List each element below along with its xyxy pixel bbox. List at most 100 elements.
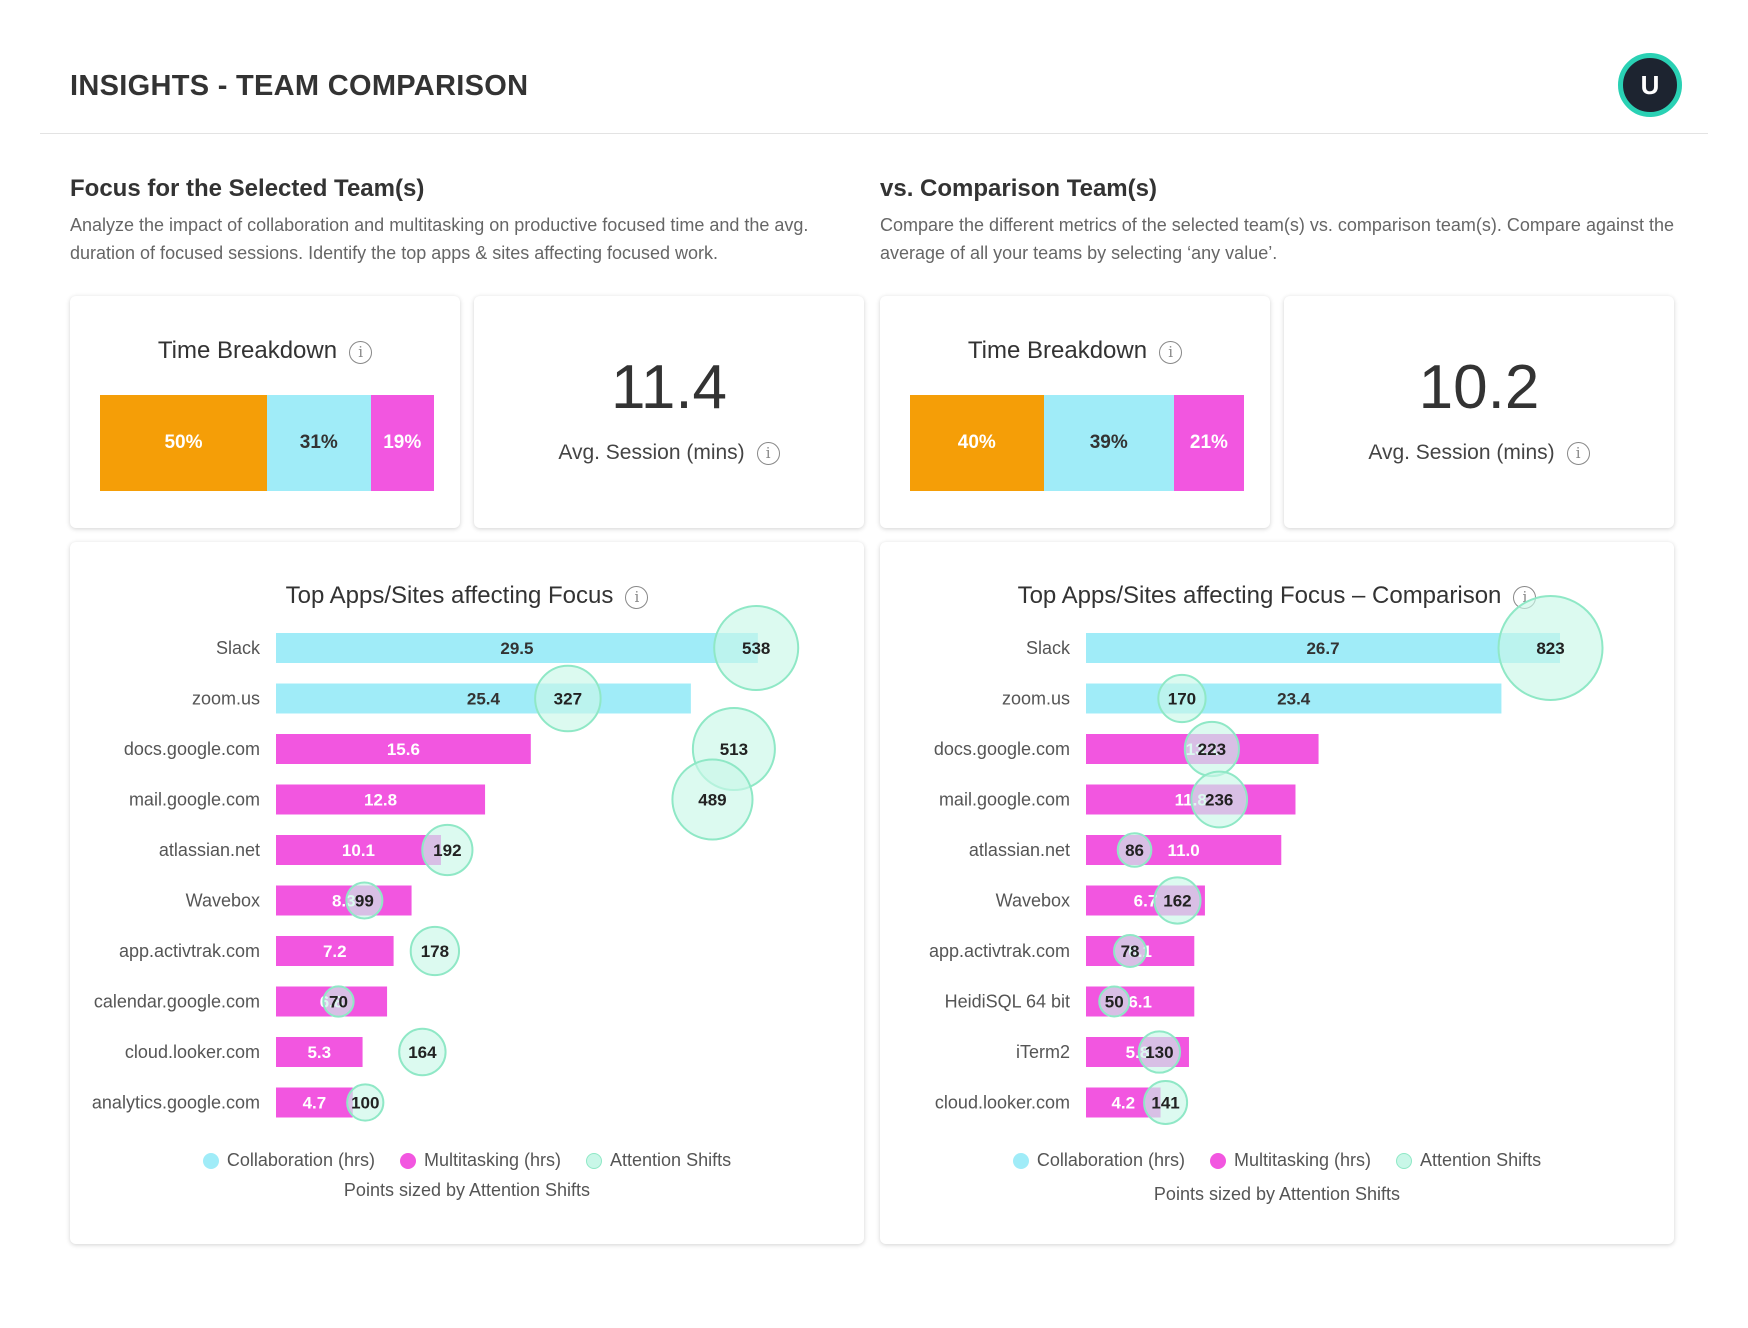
- multitasking-bar[interactable]: [276, 1087, 353, 1118]
- attention-shift-bubble[interactable]: [1153, 876, 1202, 925]
- info-icon[interactable]: i: [625, 586, 649, 609]
- bar-value-label: 10.1: [342, 841, 375, 860]
- attention-shift-label: 141: [1151, 1094, 1179, 1113]
- attention-shift-bubble[interactable]: [534, 664, 602, 733]
- user-avatar[interactable]: U: [1618, 53, 1682, 117]
- info-icon[interactable]: i: [756, 442, 780, 465]
- attention-shift-label: 100: [351, 1094, 379, 1113]
- page-header: INSIGHTS - TEAM COMPARISON U: [40, 0, 1708, 134]
- time-segment-1[interactable]: 40%: [910, 395, 1044, 491]
- category-label: docs.google.com: [124, 739, 260, 759]
- collaboration-bar[interactable]: [276, 683, 691, 714]
- category-label: cloud.looker.com: [935, 1093, 1070, 1113]
- bar-value-label: 25.4: [467, 690, 501, 709]
- multitasking-bar[interactable]: [276, 734, 531, 764]
- attention-shift-bubble[interactable]: [1116, 832, 1153, 868]
- attention-shift-label: 78: [1121, 942, 1140, 961]
- time-breakdown-card-left: Time Breakdown i 50% 31% 19%: [70, 296, 460, 528]
- attention-shift-bubble[interactable]: [421, 823, 474, 877]
- category-label: docs.google.com: [934, 739, 1070, 759]
- bar-value-label: 4.2: [1111, 1094, 1135, 1113]
- attention-shift-bubble[interactable]: [346, 1083, 385, 1122]
- time-segment-3[interactable]: 19%: [370, 395, 434, 491]
- time-segment-2[interactable]: 39%: [1043, 395, 1174, 491]
- info-icon[interactable]: i: [1566, 442, 1590, 465]
- time-breakdown-title: Time Breakdown i: [880, 337, 1270, 365]
- legend-multitasking[interactable]: Multitasking (hrs): [1209, 1150, 1371, 1171]
- attention-shift-label: 162: [1163, 892, 1191, 911]
- avg-session-card-left: 11.4 Avg. Session (mins) i: [474, 296, 864, 528]
- multitasking-bar[interactable]: [276, 936, 394, 966]
- multitasking-bar[interactable]: [276, 784, 486, 815]
- attention-shift-label: 192: [433, 841, 461, 860]
- avg-session-label: Avg. Session (mins) i: [1284, 441, 1674, 465]
- category-label: Slack: [216, 638, 261, 658]
- multitasking-bar[interactable]: [276, 1037, 363, 1067]
- category-label: Slack: [1026, 638, 1071, 658]
- bar-value-label: 29.5: [500, 639, 533, 658]
- attention-shift-label: 130: [1145, 1043, 1173, 1062]
- category-label: zoom.us: [192, 689, 260, 709]
- attention-shift-bubble[interactable]: [398, 1027, 447, 1077]
- attention-shift-bubble[interactable]: [1190, 770, 1249, 829]
- attention-shift-bubble[interactable]: [1497, 595, 1604, 701]
- info-icon[interactable]: i: [1159, 341, 1183, 364]
- bar-value-label: 6.1: [1128, 993, 1152, 1012]
- attention-shift-bubble[interactable]: [1113, 933, 1148, 969]
- attention-shift-bubble[interactable]: [1143, 1079, 1189, 1126]
- top-apps-chart-card-left: Top Apps/Sites affecting Focus i Slack 29.…: [70, 542, 864, 1244]
- time-segment-3[interactable]: 21%: [1173, 395, 1244, 491]
- category-label: cloud.looker.com: [125, 1042, 260, 1062]
- chart-legend: Collaboration (hrs) Multitasking (hrs) A…: [880, 1150, 1674, 1174]
- page-title: INSIGHTS - TEAM COMPARISON: [70, 70, 529, 102]
- attention-shift-bubble[interactable]: [345, 881, 384, 920]
- time-breakdown-card-right: Time Breakdown i 40% 39% 21%: [880, 296, 1270, 528]
- attention-shift-bubble[interactable]: [1137, 1030, 1182, 1074]
- category-label: analytics.google.com: [92, 1093, 260, 1113]
- bar-value-label: 5.3: [307, 1043, 331, 1062]
- info-icon[interactable]: i: [349, 341, 373, 364]
- avg-session-card-right: 10.2 Avg. Session (mins) i: [1284, 296, 1674, 528]
- attention-shift-label: 99: [355, 892, 374, 911]
- attention-shift-label: 236: [1205, 791, 1233, 810]
- time-segment-1[interactable]: 50%: [100, 395, 267, 491]
- attention-shift-label: 513: [720, 740, 748, 759]
- avg-session-value: 10.2: [1418, 353, 1540, 422]
- collaboration-bar[interactable]: [276, 633, 758, 663]
- top-apps-chart-card-right: Top Apps/Sites affecting Focus – Compari…: [880, 542, 1674, 1244]
- attention-shift-bubble[interactable]: [322, 985, 355, 1018]
- collaboration-bar[interactable]: [1086, 633, 1560, 663]
- attention-shift-bubble[interactable]: [713, 605, 800, 691]
- avg-session-label: Avg. Session (mins) i: [474, 441, 864, 465]
- chart-size-note: Points sized by Attention Shifts: [343, 1180, 591, 1200]
- top-apps-chart: Slack26.7zoom.us23.4docs.google.com13.1m…: [929, 595, 1604, 1126]
- multitasking-bar[interactable]: [276, 885, 412, 916]
- collaboration-bar[interactable]: [1086, 683, 1502, 714]
- bar-value-label: 11.0: [1168, 841, 1200, 860]
- legend-attention-shifts[interactable]: Attention Shifts: [1396, 1150, 1541, 1171]
- category-label: zoom.us: [1002, 689, 1070, 709]
- attention-shift-label: 178: [421, 942, 449, 961]
- bar-value-label: 23.4: [1277, 690, 1311, 709]
- multitasking-dot-icon: [1209, 1152, 1226, 1169]
- right-section-description: Compare the different metrics of the sel…: [880, 215, 1675, 263]
- legend-attention-shifts[interactable]: Attention Shifts: [586, 1150, 731, 1171]
- top-apps-chart: Slack 29.5 zoom.us 25.4 docs.google.com 15.6 m…: [92, 605, 800, 1122]
- time-segment-2[interactable]: 31%: [267, 395, 371, 491]
- category-label: atlassian.net: [159, 840, 260, 860]
- legend-collaboration[interactable]: Collaboration (hrs): [202, 1150, 375, 1171]
- attention-shift-bubble[interactable]: [671, 758, 754, 841]
- left-section-description: Analyze the impact of collaboration and …: [70, 215, 809, 263]
- chart-title: Top Apps/Sites affecting Focus i: [70, 582, 864, 610]
- multitasking-bar[interactable]: [276, 835, 441, 865]
- category-label: iTerm2: [1016, 1042, 1070, 1062]
- category-label: Wavebox: [996, 891, 1070, 911]
- attention-shift-bubble[interactable]: [1098, 985, 1131, 1018]
- category-label: app.activtrak.com: [929, 941, 1070, 961]
- category-label: mail.google.com: [129, 790, 260, 810]
- legend-collaboration[interactable]: Collaboration (hrs): [1012, 1150, 1185, 1171]
- legend-multitasking[interactable]: Multitasking (hrs): [399, 1150, 561, 1171]
- attention-shift-bubble[interactable]: [1157, 673, 1207, 724]
- attention-shift-label: 489: [698, 791, 726, 810]
- attention-shift-bubble[interactable]: [409, 925, 461, 977]
